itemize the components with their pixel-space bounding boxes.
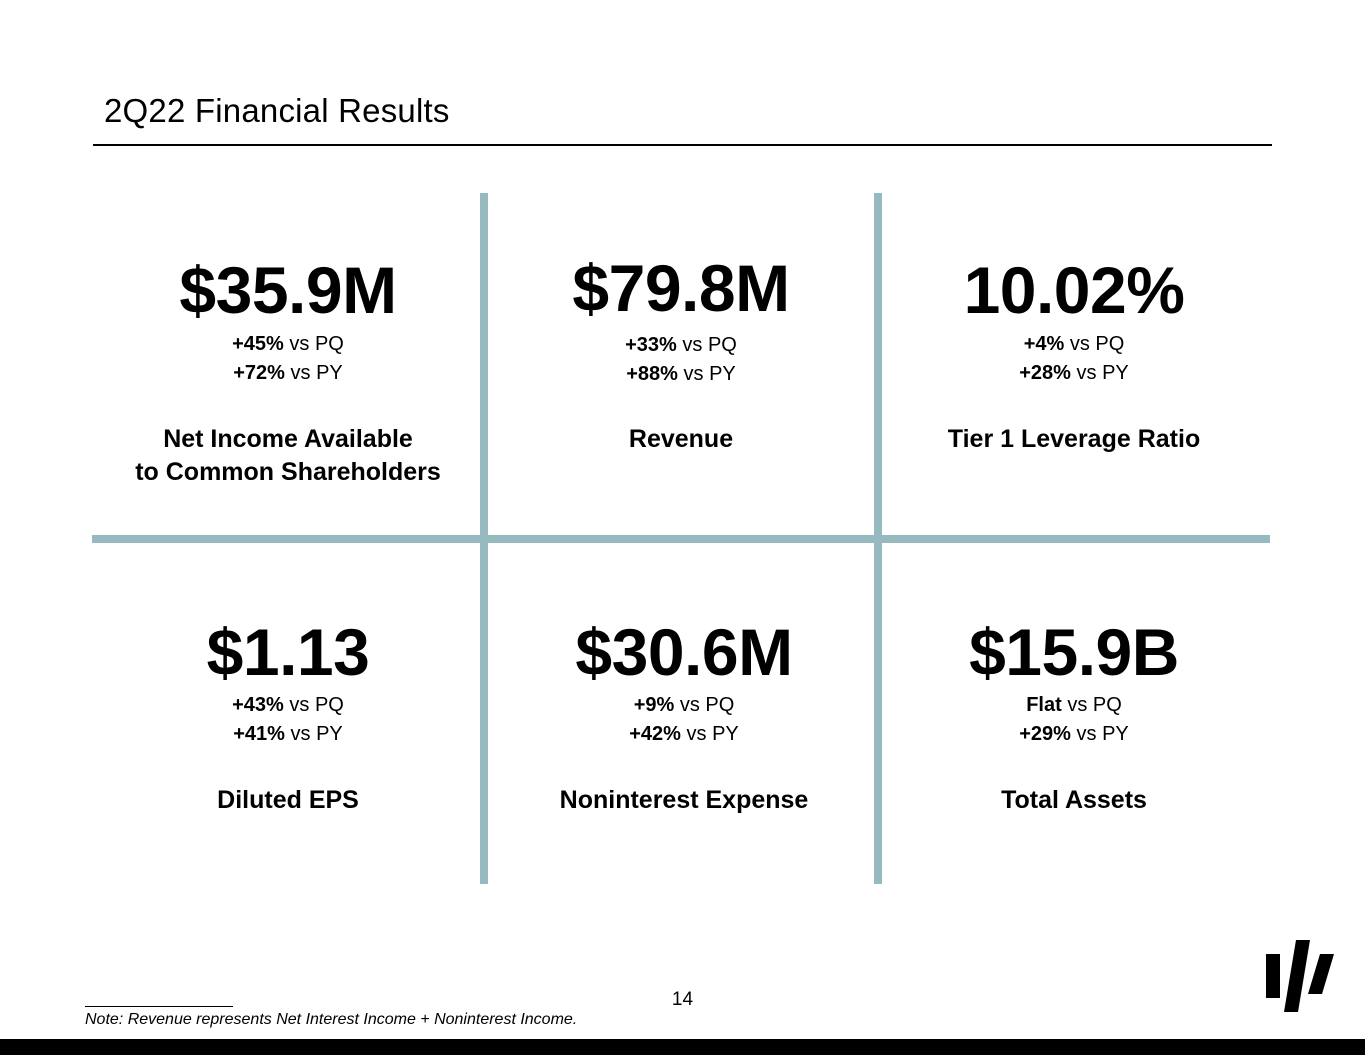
metric-change-pq: +4% vs PQ — [1023, 333, 1125, 355]
metric-label: Revenue — [628, 425, 734, 453]
page-number: 14 — [671, 989, 694, 1010]
grid-divider-horizontal — [92, 535, 1270, 543]
metric-total-assets: $15.9B Flat vs PQ +29% vs PY Total Asset… — [879, 619, 1269, 817]
metric-label: Diluted EPS — [217, 786, 359, 814]
metric-change-pq: +45% vs PQ — [232, 333, 344, 355]
metric-change-py: +42% vs PY — [629, 723, 739, 745]
metric-change-pq: +9% vs PQ — [633, 694, 735, 716]
page-title: 2Q22 Financial Results — [104, 92, 450, 129]
metric-change-py: +72% vs PY — [233, 362, 343, 384]
metric-label: Net Income Available to Common Shareholde… — [135, 425, 441, 486]
footnote-rule — [85, 1006, 233, 1007]
metric-change-pq: +43% vs PQ — [232, 694, 344, 716]
metric-value: $15.9B — [969, 615, 1179, 689]
metric-change-py: +28% vs PY — [1019, 362, 1129, 384]
bottom-bar — [0, 1039, 1365, 1055]
metric-label: Noninterest Expense — [559, 786, 809, 814]
metric-label: Total Assets — [1001, 786, 1147, 814]
metric-tier1-leverage: 10.02% +4% vs PQ +28% vs PY Tier 1 Lever… — [879, 257, 1269, 456]
metric-change-py: +88% vs PY — [626, 363, 736, 385]
footnote: Note: Revenue represents Net Interest In… — [85, 1011, 578, 1028]
title-divider — [93, 144, 1272, 146]
metric-change-py: +41% vs PY — [233, 723, 343, 745]
metric-noninterest-expense: $30.6M +9% vs PQ +42% vs PY Noninterest … — [489, 619, 879, 817]
metric-value: 10.02% — [963, 253, 1185, 327]
metric-diluted-eps: $1.13 +43% vs PQ +41% vs PY Diluted EPS — [93, 619, 483, 817]
company-logo-icon — [1266, 940, 1334, 1012]
metric-value: $79.8M — [572, 251, 790, 325]
metric-revenue: $79.8M +33% vs PQ +88% vs PY Revenue — [486, 255, 876, 456]
metric-value: $30.6M — [575, 615, 793, 689]
metric-label: Tier 1 Leverage Ratio — [947, 425, 1201, 453]
metric-change-py: +29% vs PY — [1019, 723, 1129, 745]
metric-net-income: $35.9M +45% vs PQ +72% vs PY Net Income … — [93, 257, 483, 489]
metric-change-pq: Flat vs PQ — [1026, 694, 1122, 716]
metric-change-pq: +33% vs PQ — [625, 334, 737, 356]
metric-value: $35.9M — [179, 253, 397, 327]
metric-value: $1.13 — [206, 615, 370, 689]
